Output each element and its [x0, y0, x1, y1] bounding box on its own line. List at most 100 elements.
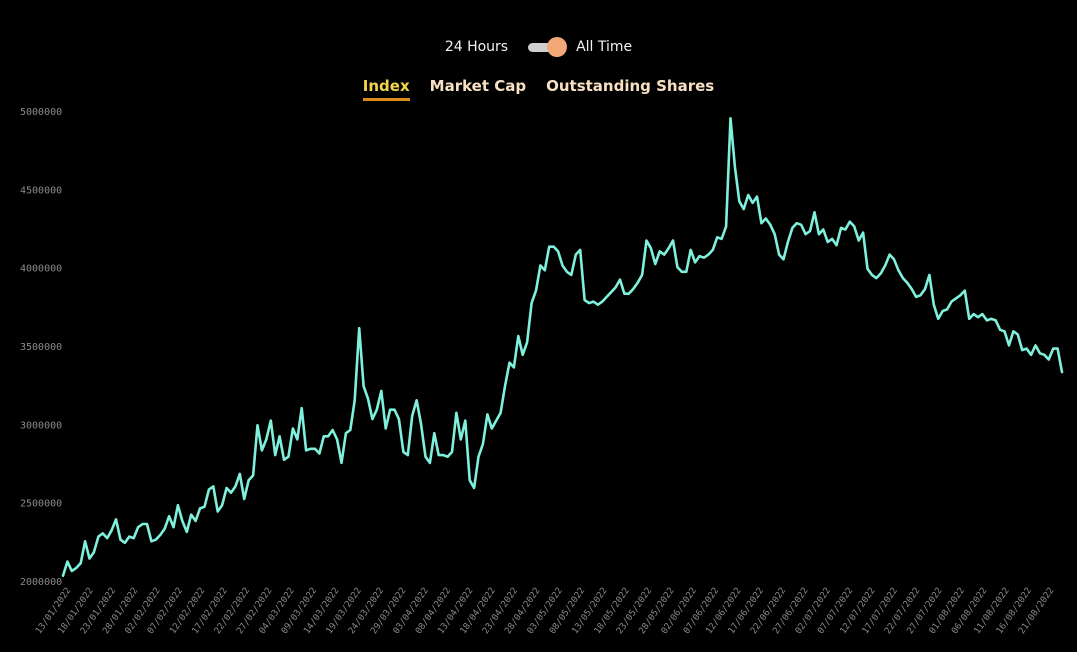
data-point[interactable]: [272, 452, 278, 458]
data-point[interactable]: [268, 418, 274, 424]
data-point[interactable]: [232, 483, 238, 489]
data-point[interactable]: [648, 245, 654, 251]
data-point[interactable]: [1059, 369, 1065, 375]
data-point[interactable]: [162, 526, 168, 532]
data-point[interactable]: [100, 530, 106, 536]
data-point[interactable]: [224, 485, 230, 491]
data-point[interactable]: [175, 502, 181, 508]
data-point[interactable]: [979, 311, 985, 317]
data-point[interactable]: [312, 446, 318, 452]
data-point[interactable]: [710, 247, 716, 253]
data-point[interactable]: [157, 532, 163, 538]
data-point[interactable]: [153, 537, 159, 543]
switch-knob[interactable]: [547, 37, 568, 57]
data-point[interactable]: [829, 236, 835, 242]
data-point[interactable]: [882, 263, 888, 269]
data-point[interactable]: [250, 473, 256, 479]
data-point[interactable]: [131, 535, 137, 541]
data-point[interactable]: [842, 227, 848, 233]
data-point[interactable]: [745, 192, 751, 198]
data-point[interactable]: [865, 266, 871, 272]
data-point[interactable]: [789, 225, 795, 231]
tab-market-cap[interactable]: Market Cap: [429, 77, 527, 95]
data-point[interactable]: [458, 436, 464, 442]
data-point[interactable]: [365, 396, 371, 402]
data-point[interactable]: [1024, 346, 1030, 352]
data-point[interactable]: [511, 364, 517, 370]
data-point[interactable]: [423, 454, 429, 460]
data-point[interactable]: [188, 512, 194, 518]
data-point[interactable]: [277, 433, 283, 439]
data-point[interactable]: [369, 416, 375, 422]
data-point[interactable]: [171, 524, 177, 530]
data-point[interactable]: [772, 231, 778, 237]
data-point[interactable]: [109, 527, 115, 533]
data-point[interactable]: [325, 433, 331, 439]
data-point[interactable]: [661, 252, 667, 258]
data-point[interactable]: [1055, 346, 1061, 352]
data-point[interactable]: [210, 483, 216, 489]
data-point[interactable]: [193, 518, 199, 524]
data-point[interactable]: [816, 231, 822, 237]
data-point[interactable]: [613, 285, 619, 291]
data-point[interactable]: [962, 288, 968, 294]
data-point[interactable]: [316, 451, 322, 457]
data-point[interactable]: [573, 252, 579, 258]
data-point[interactable]: [860, 230, 866, 236]
data-point[interactable]: [166, 513, 172, 519]
data-point[interactable]: [918, 292, 924, 298]
data-point[interactable]: [144, 521, 150, 527]
data-point[interactable]: [82, 538, 88, 544]
data-point[interactable]: [392, 407, 398, 413]
data-point[interactable]: [378, 388, 384, 394]
data-point[interactable]: [471, 485, 477, 491]
data-point[interactable]: [255, 422, 261, 428]
data-point[interactable]: [922, 286, 928, 292]
data-point[interactable]: [560, 263, 566, 269]
data-point[interactable]: [453, 410, 459, 416]
data-point[interactable]: [246, 477, 252, 483]
data-point[interactable]: [179, 518, 185, 524]
data-point[interactable]: [396, 416, 402, 422]
data-point[interactable]: [674, 264, 680, 270]
data-point[interactable]: [812, 209, 818, 215]
data-point[interactable]: [1041, 352, 1047, 358]
data-point[interactable]: [405, 452, 411, 458]
data-point[interactable]: [228, 490, 234, 496]
data-point[interactable]: [330, 427, 336, 433]
data-point[interactable]: [878, 270, 884, 276]
data-point[interactable]: [409, 413, 415, 419]
data-point[interactable]: [515, 333, 521, 339]
data-point[interactable]: [895, 267, 901, 273]
data-point[interactable]: [728, 115, 734, 121]
data-point[interactable]: [489, 426, 495, 432]
data-point[interactable]: [60, 573, 66, 579]
data-point[interactable]: [993, 317, 999, 323]
data-point[interactable]: [374, 407, 380, 413]
data-point[interactable]: [299, 405, 305, 411]
data-point[interactable]: [104, 535, 110, 541]
tab-index[interactable]: Index: [362, 77, 410, 101]
data-point[interactable]: [122, 540, 128, 546]
data-point[interactable]: [294, 436, 300, 442]
data-point[interactable]: [427, 460, 433, 466]
data-point[interactable]: [356, 325, 362, 331]
tab-outstanding-shares[interactable]: Outstanding Shares: [546, 77, 715, 95]
data-point[interactable]: [891, 256, 897, 262]
data-point[interactable]: [418, 421, 424, 427]
data-point[interactable]: [754, 194, 760, 200]
data-point[interactable]: [493, 418, 499, 424]
data-point[interactable]: [259, 447, 265, 453]
data-point[interactable]: [652, 261, 658, 267]
data-point[interactable]: [520, 352, 526, 358]
data-point[interactable]: [688, 247, 694, 253]
data-point[interactable]: [741, 206, 747, 212]
data-point[interactable]: [926, 272, 932, 278]
data-point[interactable]: [670, 238, 676, 244]
data-point[interactable]: [480, 441, 486, 447]
data-point[interactable]: [263, 436, 269, 442]
data-point[interactable]: [966, 316, 972, 322]
data-point[interactable]: [414, 397, 420, 403]
data-point[interactable]: [785, 239, 791, 245]
data-point[interactable]: [524, 339, 530, 345]
